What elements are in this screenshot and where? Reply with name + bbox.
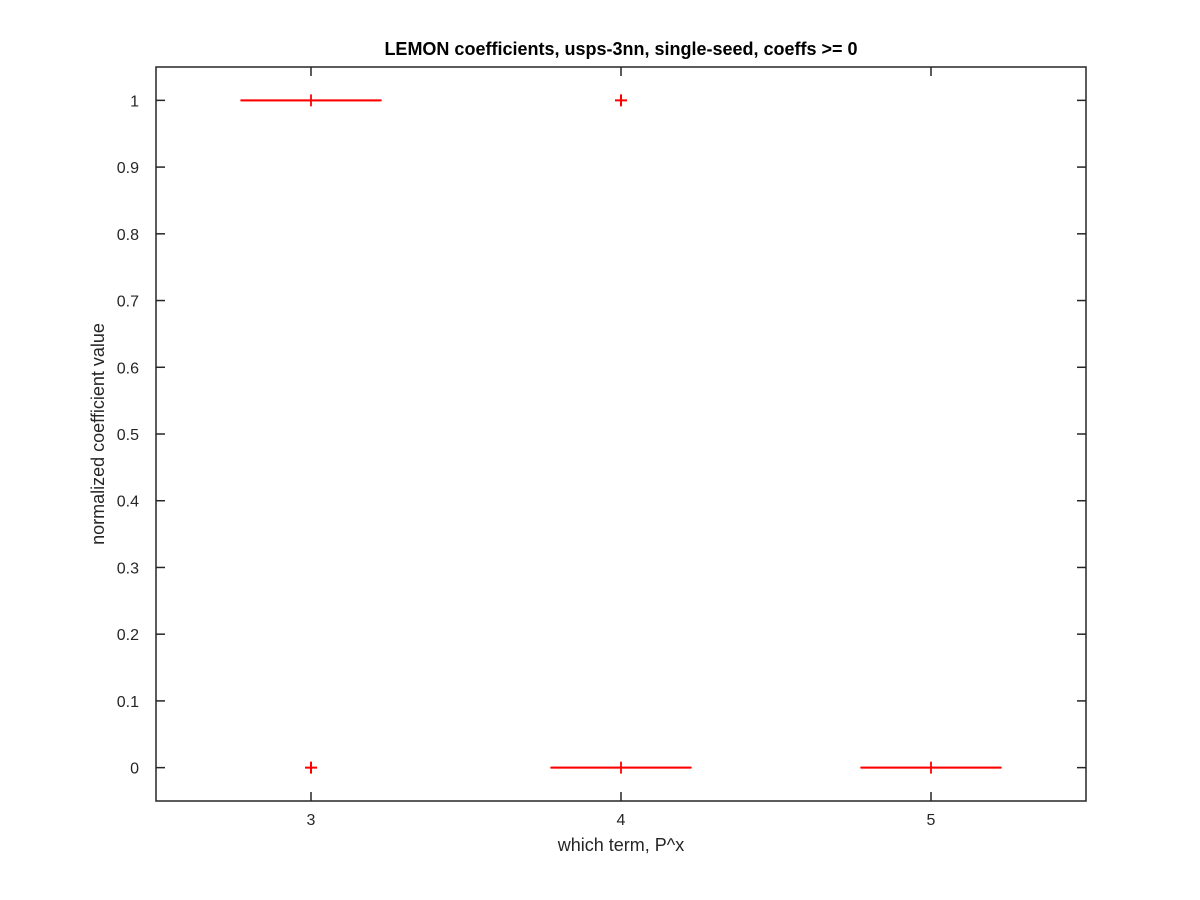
outlier-point: [615, 94, 627, 107]
y-tick-label: 0.9: [117, 160, 139, 177]
tick-marks: [156, 67, 1086, 801]
y-tick-label: 0.3: [117, 560, 139, 577]
y-tick-label: 0.2: [117, 627, 139, 644]
chart-title: LEMON coefficients, usps-3nn, single-see…: [384, 39, 857, 59]
x-tick-label: 4: [617, 812, 626, 829]
y-tick-label: 0.1: [117, 694, 139, 711]
x-tick-label: 5: [927, 812, 936, 829]
outlier-point: [305, 761, 317, 774]
y-tick-label: 0.6: [117, 360, 139, 377]
y-tick-label: 0.8: [117, 227, 139, 244]
y-tick-label: 1: [130, 93, 139, 110]
x-axis-label: which term, P^x: [557, 835, 684, 855]
y-tick-label: 0.5: [117, 427, 139, 444]
axes-frame: [155, 66, 1087, 802]
y-tick-label: 0.7: [117, 294, 139, 311]
y-tick-label: 0.4: [117, 494, 139, 511]
plot-marks: [240, 94, 1002, 774]
y-tick-label: 0: [130, 761, 139, 778]
x-tick-label: 3: [307, 812, 316, 829]
y-axis-label: normalized coefficient value: [88, 323, 108, 545]
